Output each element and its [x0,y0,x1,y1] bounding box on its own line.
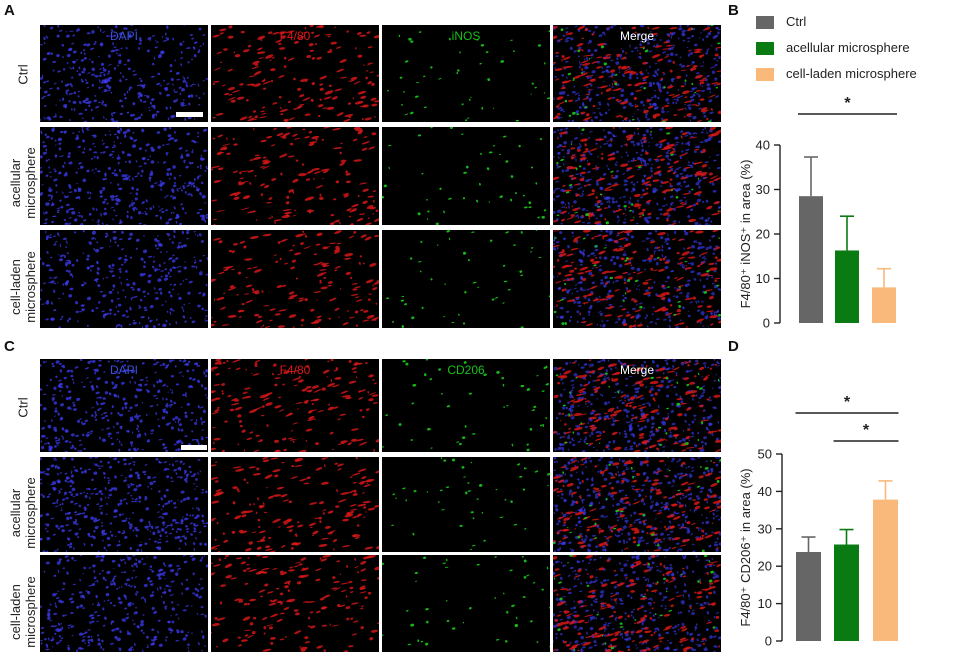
micrograph-c-r3-green [382,555,550,652]
panel-letter-b: B [728,2,739,19]
y-tick-label-b-40: 40 [756,138,770,153]
y-tick-label-d-40: 40 [758,484,772,499]
micrograph-a-r3-dapi [40,230,208,328]
legend-label-cellladen: cell-laden microsphere [786,66,917,81]
y-tick-label-b-20: 20 [756,227,770,242]
y-tick-label-b-0: 0 [763,316,770,331]
y-tick-label-b-10: 10 [756,271,770,286]
micrograph-c-r2-f480 [211,457,379,552]
micrograph-a-r3-green [382,230,550,328]
bar-d-1 [796,551,821,641]
scale-bar [181,445,207,450]
bar-d-2 [834,544,859,641]
y-tick-label-d-30: 30 [758,521,772,536]
legend-label-ctrl: Ctrl [786,14,807,29]
panel-letter-a: A [4,2,15,19]
micrograph-a-r2-merge [553,127,721,225]
micrograph-c-r1-green: CD206 [382,359,550,452]
panel-letter-c: C [4,338,15,355]
bar-b-2 [835,250,859,323]
micrograph-c-r3-merge [553,555,721,652]
y-tick-label-d-20: 20 [758,559,772,574]
micrograph-c-r1-merge: Merge [553,359,721,452]
sig-star-d-2: * [863,422,870,439]
legend-swatch-cellladen [756,68,774,81]
micrograph-c-r1-dapi: DAPI [40,359,208,452]
micrograph-a-r1-dapi: DAPI [40,25,208,122]
sig-star-d-1: * [844,394,851,411]
legend-swatch-acellular [756,42,774,55]
channel-label-c-dapi: DAPI [109,363,138,377]
channel-label-c-green: CD206 [447,363,485,377]
micrograph-c-r3-dapi [40,555,208,652]
y-tick-label-b-30: 30 [756,182,770,197]
sig-star-b-1: * [844,95,851,112]
y-axis-label-b: F4/80⁺ iNOS⁺ in area (%) [738,160,753,309]
y-tick-label-d-10: 10 [758,596,772,611]
channel-label-a-green: iNOS [451,29,481,43]
micrograph-a-r1-merge: Merge [553,25,721,122]
micrograph-a-r1-f480: F4/80 [211,25,379,122]
micrograph-a-r1-green: iNOS [382,25,550,122]
micrograph-c-r2-dapi [40,457,208,552]
micrograph-c-r1-f480: F4/80 [211,359,379,452]
bar-d-3 [873,499,898,641]
micrograph-a-r2-dapi [40,127,208,225]
channel-label-a-dapi: DAPI [109,29,138,43]
bar-b-3 [872,287,896,323]
micrograph-c-r3-f480 [211,555,379,652]
channel-label-c-f480: F4/80 [279,363,311,377]
micrograph-c-r2-merge [553,457,721,552]
micrograph-a-r2-f480 [211,127,379,225]
legend-label-acellular: acellular microsphere [786,40,910,55]
bar-b-1 [799,196,823,323]
y-axis-label-d: F4/80⁺ CD206⁺ in area (%) [738,468,753,626]
panel-letter-d: D [728,338,739,355]
micrograph-c-r2-green [382,457,550,552]
channel-label-a-merge: Merge [619,29,654,43]
micrograph-a-r3-merge [553,230,721,328]
scale-bar [176,112,203,117]
legend-swatch-ctrl [756,16,774,29]
channel-label-c-merge: Merge [619,363,654,377]
micrograph-a-r2-green [382,127,550,225]
y-tick-label-d-50: 50 [758,447,772,462]
y-tick-label-d-0: 0 [765,634,772,649]
micrograph-a-r3-f480 [211,230,379,328]
channel-label-a-f480: F4/80 [279,29,311,43]
